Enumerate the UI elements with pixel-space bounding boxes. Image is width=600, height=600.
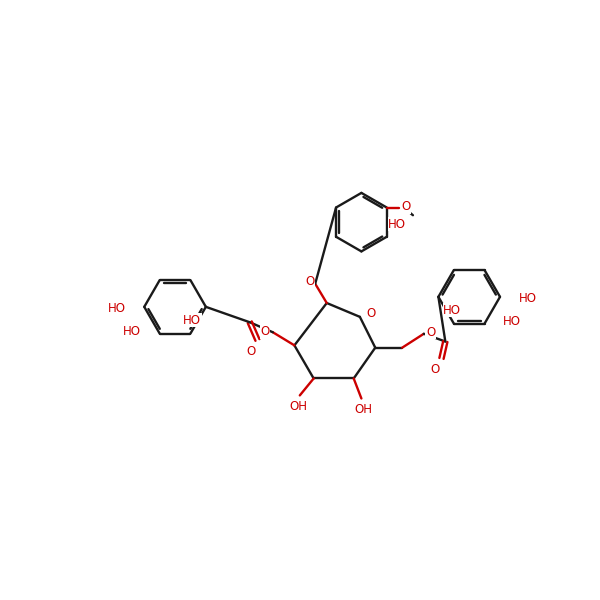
Text: O: O	[260, 325, 270, 338]
Text: HO: HO	[443, 304, 461, 317]
Text: HO: HO	[123, 325, 141, 338]
Text: HO: HO	[503, 316, 521, 328]
Text: O: O	[426, 326, 436, 339]
Text: O: O	[367, 307, 376, 320]
Text: HO: HO	[388, 218, 406, 230]
Text: O: O	[247, 346, 256, 358]
Text: OH: OH	[354, 403, 372, 416]
Text: HO: HO	[518, 292, 536, 305]
Text: O: O	[431, 363, 440, 376]
Text: OH: OH	[289, 400, 307, 413]
Text: O: O	[401, 200, 410, 213]
Text: HO: HO	[108, 302, 126, 315]
Text: O: O	[305, 275, 314, 288]
Text: HO: HO	[183, 314, 201, 326]
